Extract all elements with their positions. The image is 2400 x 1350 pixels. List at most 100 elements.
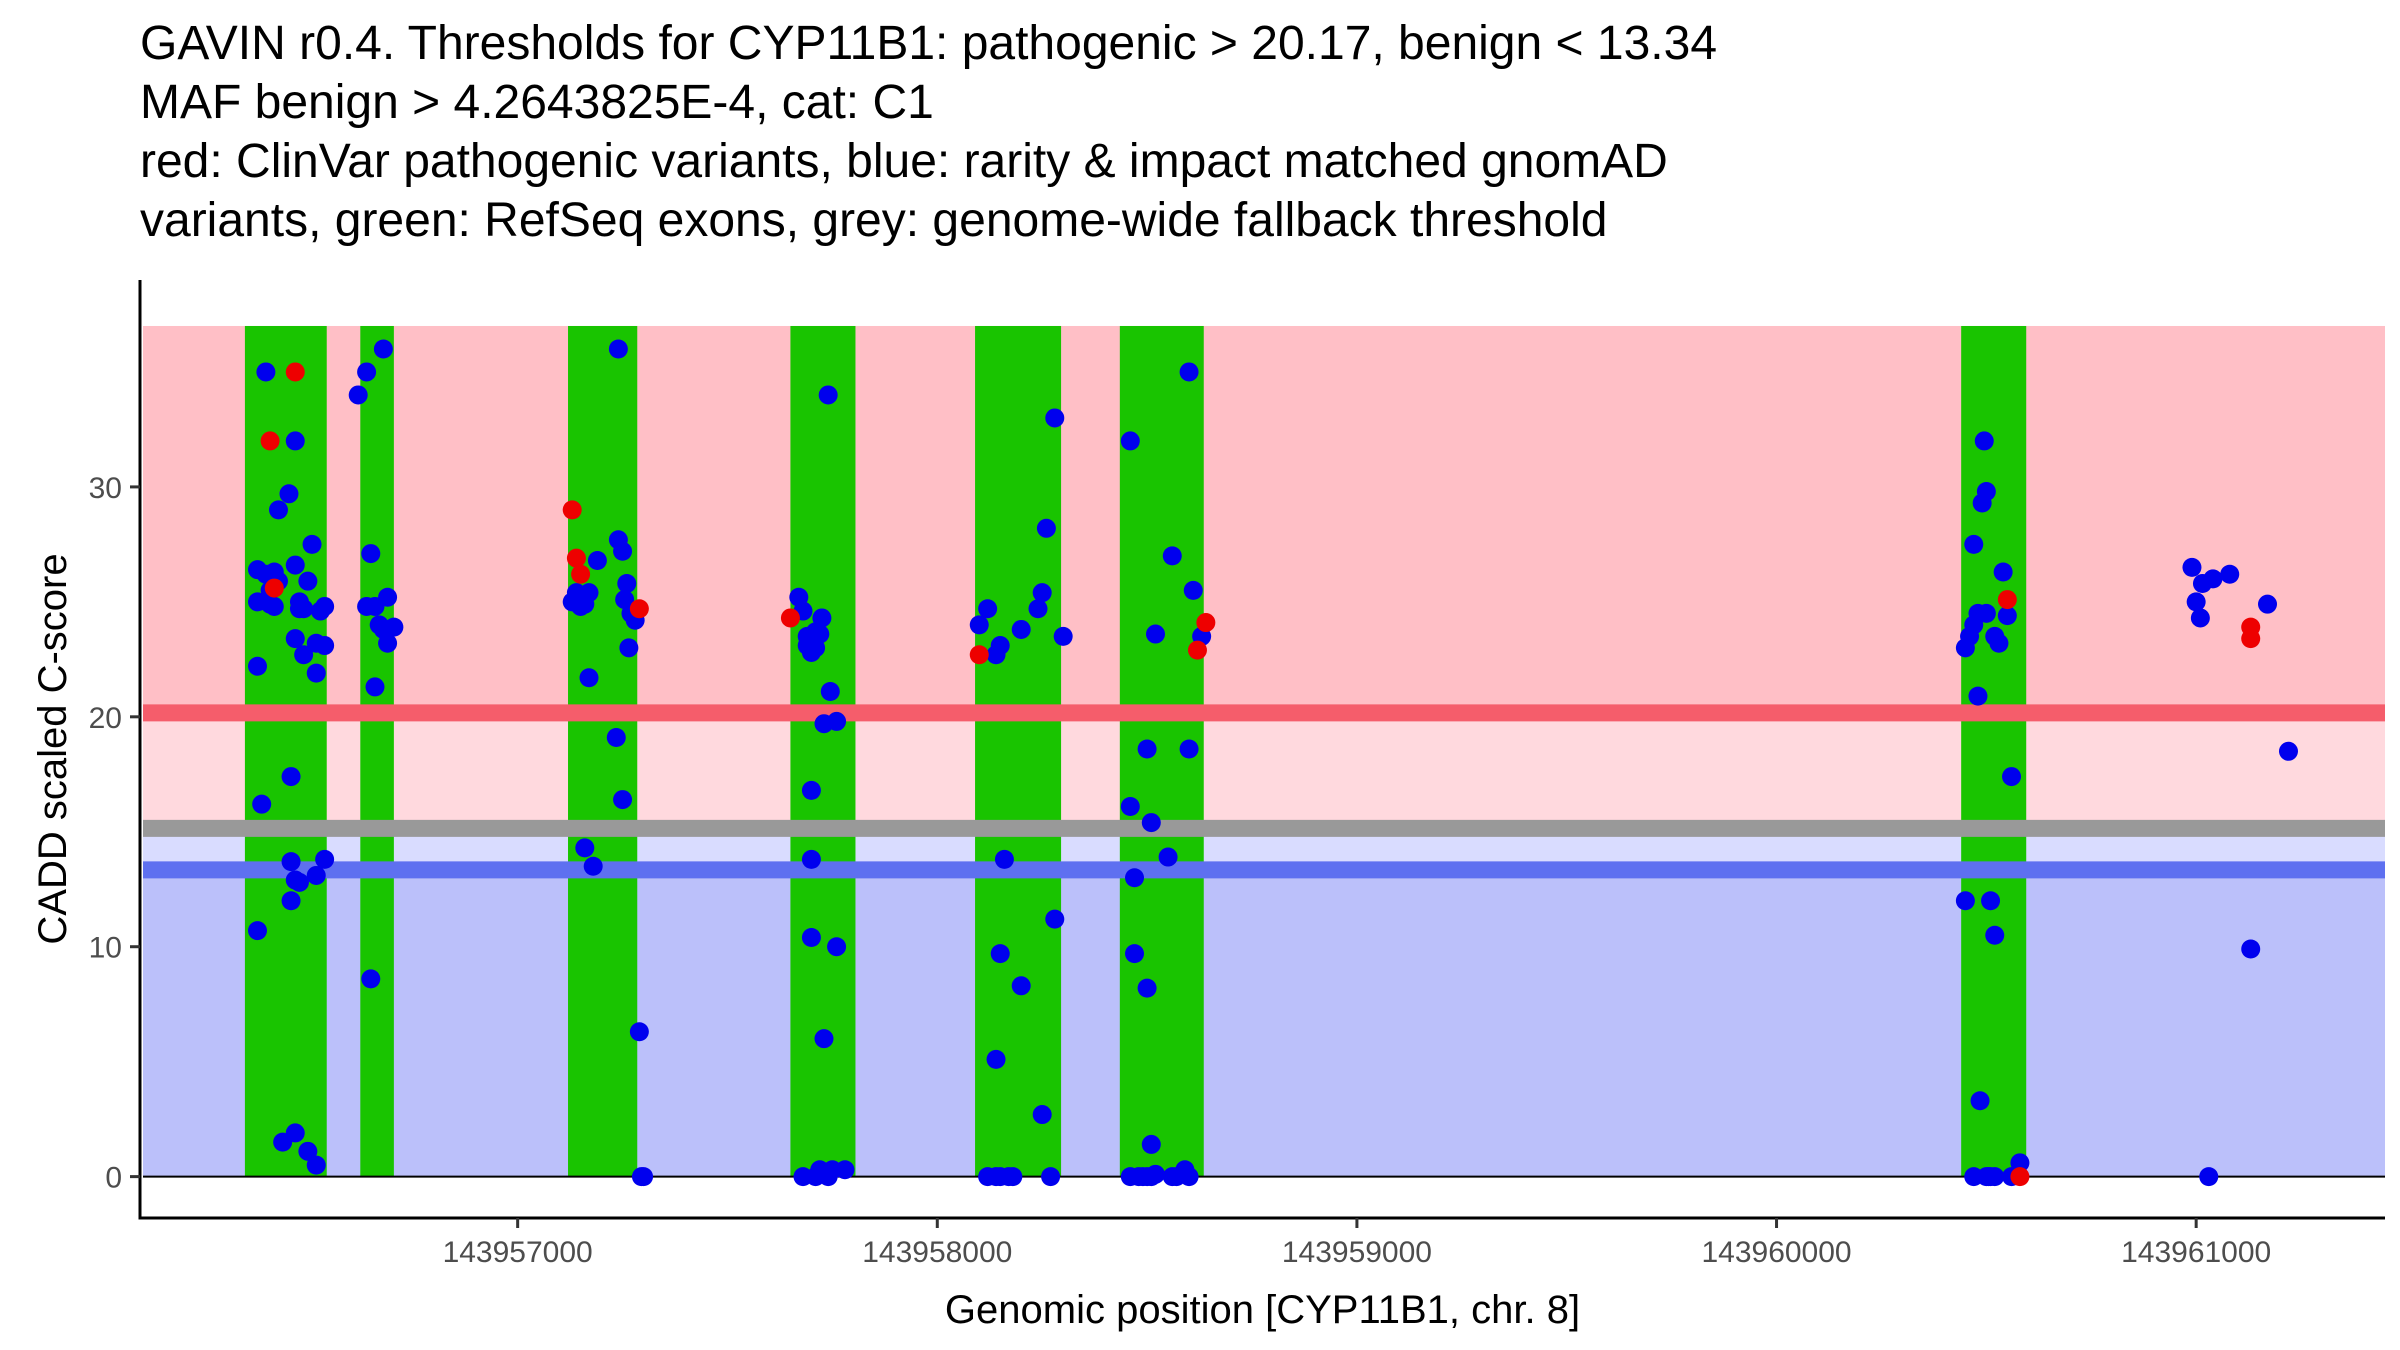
gnomad-point bbox=[1981, 891, 2001, 911]
gnomad-point bbox=[1036, 518, 1056, 538]
gnomad-point bbox=[306, 865, 326, 885]
gnomad-point bbox=[629, 1022, 649, 1042]
gnomad-point bbox=[575, 838, 595, 858]
x-tick-label: 143958000 bbox=[862, 1236, 1012, 1269]
gnomad-point bbox=[1993, 562, 2013, 582]
exon-bar bbox=[790, 325, 856, 1177]
gnomad-point bbox=[260, 594, 280, 614]
y-tick-label: 0 bbox=[105, 1162, 122, 1195]
gnomad-point bbox=[285, 431, 305, 451]
clinvar-point bbox=[1187, 640, 1207, 660]
gnomad-point bbox=[1028, 599, 1048, 619]
gnomad-point bbox=[1137, 739, 1157, 759]
gnomad-point bbox=[1989, 633, 2009, 653]
gnomad-point bbox=[613, 790, 633, 810]
clinvar-point bbox=[285, 362, 305, 382]
gnomad-point bbox=[812, 608, 832, 628]
gnomad-point bbox=[1141, 813, 1161, 833]
gnomad-point bbox=[1125, 868, 1145, 888]
title-line-1: GAVIN r0.4. Thresholds for CYP11B1: path… bbox=[140, 17, 1718, 70]
exon-bar bbox=[360, 325, 394, 1177]
gnomad-point bbox=[613, 541, 633, 561]
gnomad-point bbox=[285, 555, 305, 575]
gnomad-point bbox=[1964, 1167, 1984, 1187]
gnomad-point bbox=[634, 1167, 654, 1187]
exon-bars bbox=[244, 325, 2027, 1177]
gnomad-point bbox=[357, 362, 377, 382]
data-points bbox=[247, 339, 2298, 1187]
gnomad-point bbox=[1045, 408, 1065, 428]
gnomad-point bbox=[1141, 1134, 1161, 1154]
gnomad-point bbox=[617, 573, 637, 593]
y-axis-ticks: 0 10 20 30 bbox=[89, 472, 140, 1195]
gnomad-point bbox=[378, 587, 398, 607]
gnomad-point bbox=[1137, 978, 1157, 998]
gnomad-point bbox=[820, 682, 840, 702]
gnomad-point bbox=[1985, 1167, 2005, 1187]
gnomad-point bbox=[285, 629, 305, 649]
gnomad-point bbox=[1032, 583, 1052, 603]
gnomad-point bbox=[1032, 1105, 1052, 1125]
gnomad-point bbox=[2192, 573, 2212, 593]
gnomad-point bbox=[285, 870, 305, 890]
x-tick-label: 143961000 bbox=[2121, 1236, 2271, 1269]
gnomad-point bbox=[818, 385, 838, 405]
gnomad-point bbox=[2190, 608, 2210, 628]
gnomad-point bbox=[1997, 606, 2017, 626]
gnomad-point bbox=[369, 615, 389, 635]
gnomad-point bbox=[1179, 739, 1199, 759]
gnomad-point bbox=[822, 1160, 842, 1180]
exon-bar bbox=[975, 325, 1062, 1177]
gnomad-point bbox=[1183, 580, 1203, 600]
gnomad-point bbox=[294, 645, 314, 665]
axes bbox=[138, 280, 2385, 1220]
gnomad-point bbox=[1011, 619, 1031, 639]
clinvar-point bbox=[2010, 1167, 2030, 1187]
gnomad-point bbox=[579, 583, 599, 603]
gnomad-point bbox=[801, 642, 821, 662]
gnomad-point bbox=[1011, 976, 1031, 996]
clinvar-point bbox=[571, 564, 591, 584]
gnomad-point bbox=[1985, 925, 2005, 945]
y-tick-label: 20 bbox=[89, 702, 122, 735]
gnomad-point bbox=[2258, 594, 2278, 614]
gnomad-point bbox=[298, 571, 318, 591]
gnomad-point bbox=[986, 1049, 1006, 1069]
x-tick-label: 143957000 bbox=[443, 1236, 593, 1269]
threshold-lines bbox=[143, 704, 2385, 879]
x-axis-title: Genomic position [CYP11B1, chr. 8] bbox=[945, 1288, 1580, 1332]
clinvar-point bbox=[562, 500, 582, 520]
gnomad-point bbox=[990, 636, 1010, 656]
gnomad-point bbox=[264, 562, 284, 582]
gnomad-point bbox=[361, 544, 381, 564]
gnomad-point bbox=[2199, 1167, 2219, 1187]
gnomad-point bbox=[306, 663, 326, 683]
title-line-4: variants, green: RefSeq exons, grey: gen… bbox=[140, 194, 1608, 247]
exon-bar bbox=[568, 325, 638, 1177]
gnomad-point bbox=[994, 849, 1014, 869]
gnomad-point bbox=[978, 599, 998, 619]
gnomad-point bbox=[384, 617, 404, 637]
threshold-regions bbox=[143, 325, 2385, 1177]
y-tick-label: 10 bbox=[89, 932, 122, 965]
gnomad-point bbox=[579, 668, 599, 688]
gnomad-point bbox=[583, 856, 603, 876]
gnomad-point bbox=[1976, 482, 1996, 502]
gnomad-point bbox=[1179, 362, 1199, 382]
gnomad-point bbox=[247, 656, 267, 676]
gnomad-point bbox=[1974, 431, 1994, 451]
gnomad-point bbox=[348, 385, 368, 405]
gnomad-point bbox=[1970, 1091, 1990, 1111]
uncertain-pathogenic-region bbox=[143, 712, 2385, 829]
x-tick-label: 143959000 bbox=[1282, 1236, 1432, 1269]
gnomad-point bbox=[2278, 741, 2298, 761]
y-tick-label: 30 bbox=[89, 472, 122, 505]
exon-bar bbox=[1961, 325, 2027, 1177]
gnomad-point bbox=[2010, 1153, 2030, 1173]
clinvar-point bbox=[780, 608, 800, 628]
gnomad-point bbox=[252, 794, 272, 814]
clinvar-point bbox=[1997, 590, 2017, 610]
title-line-3: red: ClinVar pathogenic variants, blue: … bbox=[140, 135, 1668, 188]
gnomad-point bbox=[2241, 939, 2261, 959]
